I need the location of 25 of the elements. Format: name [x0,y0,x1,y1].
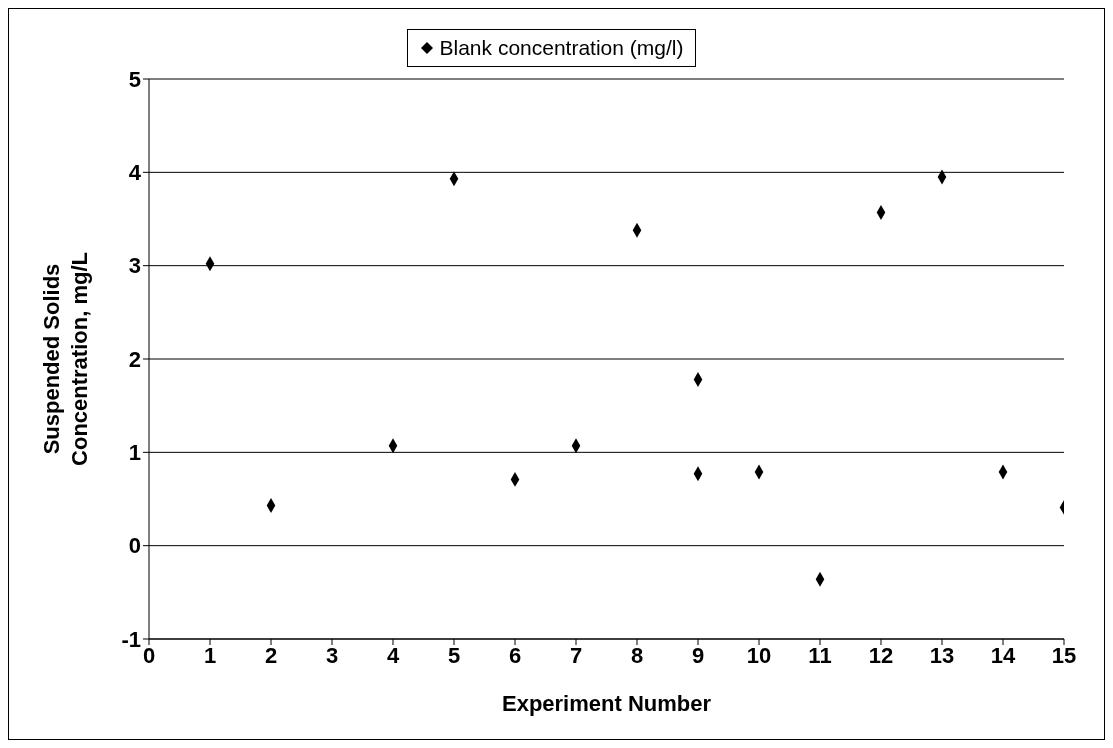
x-tick-label: 8 [630,642,644,668]
y-tick-label: 1 [128,440,141,466]
x-tick-label: 6 [508,642,522,668]
x-tick-label: 9 [691,642,705,668]
x-tick-label: 1 [203,642,217,668]
x-tick-label: 14 [990,642,1016,668]
y-tick-label: 0 [128,533,141,559]
x-tick-label: 2 [264,642,278,668]
x-tick-label: 7 [569,642,583,668]
x-tick-label: 3 [325,642,339,668]
x-tick-label: 13 [929,642,955,668]
x-tick-label: 10 [746,642,772,668]
x-tick-label: 11 [808,642,832,668]
y-tick-label: -1 [121,626,141,652]
x-tick-label: 12 [868,642,894,668]
y-tick-label: 2 [128,346,141,372]
x-tick-label: 5 [447,642,461,668]
y-tick-label: 4 [128,160,142,186]
x-axis-title: Experiment Number [501,691,712,716]
y-tick-label: 3 [128,253,141,279]
y-tick-label: 5 [128,66,141,92]
x-tick-label: 15 [1051,642,1077,668]
x-tick-label: 4 [386,642,400,668]
y-axis-title: Suspended Solids Concentration, mg/L [39,252,92,466]
legend-label: Blank concentration (mg/l) [439,36,684,60]
